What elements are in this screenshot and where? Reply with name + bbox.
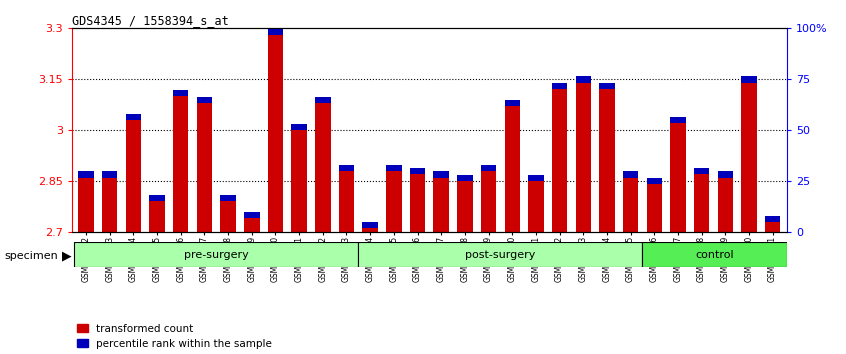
Bar: [409, 168, 426, 174]
Bar: [221, 201, 236, 232]
Bar: [126, 120, 141, 232]
Legend: transformed count, percentile rank within the sample: transformed count, percentile rank withi…: [77, 324, 272, 349]
Bar: [623, 171, 638, 178]
Bar: [79, 171, 94, 178]
Bar: [150, 201, 165, 232]
Bar: [102, 178, 118, 232]
Bar: [221, 195, 236, 201]
Bar: [504, 100, 520, 106]
Bar: [173, 96, 189, 232]
Bar: [74, 242, 359, 267]
Bar: [268, 35, 283, 232]
Bar: [102, 171, 118, 178]
Bar: [362, 228, 378, 232]
Bar: [642, 242, 787, 267]
Text: ▶: ▶: [62, 249, 71, 262]
Bar: [765, 216, 780, 222]
Bar: [765, 222, 780, 232]
Bar: [646, 178, 662, 184]
Bar: [79, 178, 94, 232]
Bar: [741, 76, 756, 82]
Bar: [292, 130, 307, 232]
Bar: [150, 195, 165, 201]
Bar: [292, 124, 307, 130]
Bar: [646, 184, 662, 232]
Bar: [575, 82, 591, 232]
Text: GDS4345 / 1558394_s_at: GDS4345 / 1558394_s_at: [72, 14, 228, 27]
Bar: [409, 174, 426, 232]
Bar: [670, 123, 685, 232]
Bar: [741, 82, 756, 232]
Bar: [244, 212, 260, 218]
Bar: [315, 103, 331, 232]
Text: pre-surgery: pre-surgery: [184, 250, 249, 260]
Bar: [197, 97, 212, 103]
Bar: [694, 174, 709, 232]
Bar: [504, 106, 520, 232]
Bar: [338, 165, 354, 171]
Bar: [528, 175, 544, 181]
Bar: [552, 83, 567, 89]
Bar: [575, 76, 591, 82]
Bar: [173, 90, 189, 96]
Bar: [481, 165, 497, 171]
Bar: [362, 222, 378, 228]
Bar: [717, 171, 733, 178]
Bar: [433, 178, 449, 232]
Bar: [126, 114, 141, 120]
Text: control: control: [695, 250, 733, 260]
Bar: [386, 165, 402, 171]
Bar: [694, 168, 709, 174]
Bar: [623, 178, 638, 232]
Bar: [481, 171, 497, 232]
Bar: [457, 181, 473, 232]
Bar: [268, 29, 283, 35]
Bar: [528, 181, 544, 232]
Bar: [359, 242, 642, 267]
Text: post-surgery: post-surgery: [465, 250, 536, 260]
Bar: [599, 83, 614, 89]
Bar: [717, 178, 733, 232]
Bar: [244, 218, 260, 232]
Bar: [433, 171, 449, 178]
Bar: [197, 103, 212, 232]
Bar: [552, 89, 567, 232]
Bar: [457, 175, 473, 181]
Bar: [338, 171, 354, 232]
Bar: [599, 89, 614, 232]
Text: specimen: specimen: [4, 251, 58, 261]
Bar: [386, 171, 402, 232]
Bar: [670, 117, 685, 123]
Bar: [315, 97, 331, 103]
